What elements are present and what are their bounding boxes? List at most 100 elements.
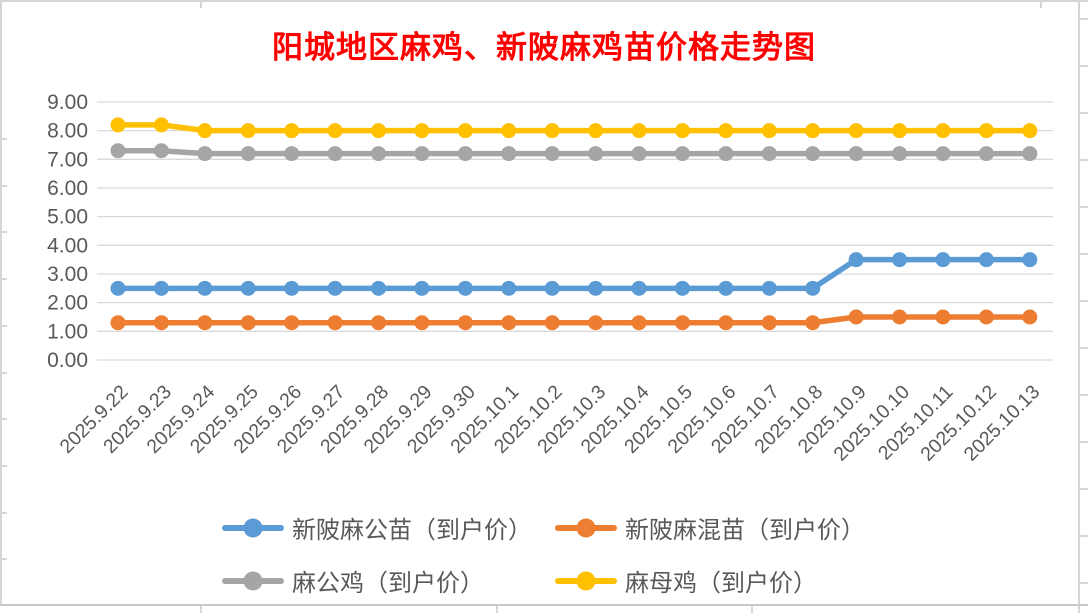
series-marker-1 — [153, 315, 169, 331]
series-marker-3 — [501, 123, 517, 139]
series-marker-3 — [414, 123, 430, 139]
series-marker-3 — [284, 123, 300, 139]
excel-gridline-tick — [0, 278, 7, 281]
y-axis-tick-label: 1.00 — [47, 320, 88, 343]
excel-gridline-tick — [1078, 112, 1088, 114]
series-marker-2 — [588, 146, 604, 162]
series-marker-0 — [1022, 252, 1038, 268]
excel-gridline-left — [0, 0, 2, 604]
series-marker-3 — [848, 123, 864, 139]
series-marker-2 — [674, 146, 690, 162]
series-marker-1 — [327, 315, 343, 331]
series-marker-0 — [761, 280, 777, 296]
series-marker-0 — [240, 280, 256, 296]
series-marker-1 — [805, 315, 821, 331]
excel-gridline-tick — [1078, 159, 1088, 161]
series-marker-2 — [110, 143, 126, 159]
series-marker-3 — [544, 123, 560, 139]
excel-gridline-tick — [0, 418, 7, 421]
series-marker-1 — [588, 315, 604, 331]
legend-item-gongmiao[interactable]: 新陂麻公苗（到户价） — [222, 501, 555, 554]
series-line-3 — [115, 122, 1033, 134]
chart-legend: 新陂麻公苗（到户价） 新陂麻混苗（到户价） 麻公鸡（到户价） 麻母鸡（到户价） — [222, 501, 888, 607]
series-marker-2 — [935, 146, 951, 162]
excel-gridline-tick — [1078, 535, 1088, 537]
y-axis-tick-label: 0.00 — [47, 349, 88, 372]
series-line-0 — [115, 256, 1033, 292]
excel-gridline-tick — [1040, 0, 1042, 8]
series-marker-1 — [978, 309, 994, 325]
series-marker-3 — [197, 123, 213, 139]
series-line-1 — [115, 314, 1033, 326]
series-line-2 — [115, 147, 1033, 157]
excel-gridline-tick — [200, 606, 202, 613]
line-marker-icon — [555, 571, 617, 591]
legend-label: 新陂麻混苗（到户价） — [625, 517, 865, 544]
series-marker-3 — [457, 123, 473, 139]
line-marker-icon — [222, 518, 284, 538]
excel-gridline-tick — [0, 558, 7, 561]
series-marker-3 — [153, 117, 169, 133]
series-marker-0 — [110, 280, 126, 296]
series-marker-2 — [544, 146, 560, 162]
legend-item-muji[interactable]: 麻母鸡（到户价） — [555, 554, 888, 607]
excel-gridline-tick — [0, 464, 7, 467]
series-marker-0 — [935, 252, 951, 268]
series-marker-0 — [501, 280, 517, 296]
line-marker-icon — [555, 518, 617, 538]
series-marker-1 — [631, 315, 647, 331]
series-marker-3 — [327, 123, 343, 139]
legend-label: 麻母鸡（到户价） — [625, 570, 817, 597]
excel-gridline-tick — [496, 606, 498, 613]
series-marker-0 — [544, 280, 560, 296]
excel-gridline-tick — [0, 371, 7, 374]
series-marker-0 — [718, 280, 734, 296]
series-marker-3 — [718, 123, 734, 139]
series-marker-2 — [631, 146, 647, 162]
excel-gridline-tick — [1078, 488, 1088, 490]
series-marker-0 — [284, 280, 300, 296]
excel-gridline-tick — [1078, 253, 1088, 255]
legend-item-gongji[interactable]: 麻公鸡（到户价） — [222, 554, 555, 607]
series-marker-2 — [892, 146, 908, 162]
series-marker-1 — [935, 309, 951, 325]
series-marker-0 — [457, 280, 473, 296]
series-marker-2 — [197, 146, 213, 162]
series-marker-2 — [371, 146, 387, 162]
series-marker-2 — [848, 146, 864, 162]
excel-gridline-tick — [1078, 394, 1088, 396]
series-marker-2 — [240, 146, 256, 162]
series-marker-3 — [240, 123, 256, 139]
series-marker-1 — [761, 315, 777, 331]
series-marker-0 — [674, 280, 690, 296]
series-marker-2 — [414, 146, 430, 162]
series-marker-3 — [110, 117, 126, 133]
series-marker-3 — [588, 123, 604, 139]
series-marker-2 — [284, 146, 300, 162]
series-marker-1 — [197, 315, 213, 331]
series-marker-1 — [674, 315, 690, 331]
series-marker-0 — [892, 252, 908, 268]
series-marker-3 — [1022, 123, 1038, 139]
excel-gridline-tick — [0, 184, 7, 187]
series-marker-3 — [674, 123, 690, 139]
series-marker-1 — [848, 309, 864, 325]
series-marker-3 — [935, 123, 951, 139]
excel-gridline-tick — [1078, 300, 1088, 302]
legend-label: 新陂麻公苗（到户价） — [292, 517, 532, 544]
series-marker-1 — [110, 315, 126, 331]
series-marker-1 — [414, 315, 430, 331]
series-marker-2 — [1022, 146, 1038, 162]
series-marker-0 — [371, 280, 387, 296]
series-marker-2 — [978, 146, 994, 162]
series-marker-3 — [978, 123, 994, 139]
legend-item-hunmiao[interactable]: 新陂麻混苗（到户价） — [555, 501, 888, 554]
excel-gridline-tick — [1078, 206, 1088, 208]
y-axis-tick-label: 4.00 — [47, 234, 88, 257]
y-axis-tick-label: 7.00 — [47, 148, 88, 171]
series-marker-2 — [718, 146, 734, 162]
series-marker-0 — [631, 280, 647, 296]
chart-title: 阳城地区麻鸡、新陂麻鸡苗价格走势图 — [272, 30, 816, 65]
